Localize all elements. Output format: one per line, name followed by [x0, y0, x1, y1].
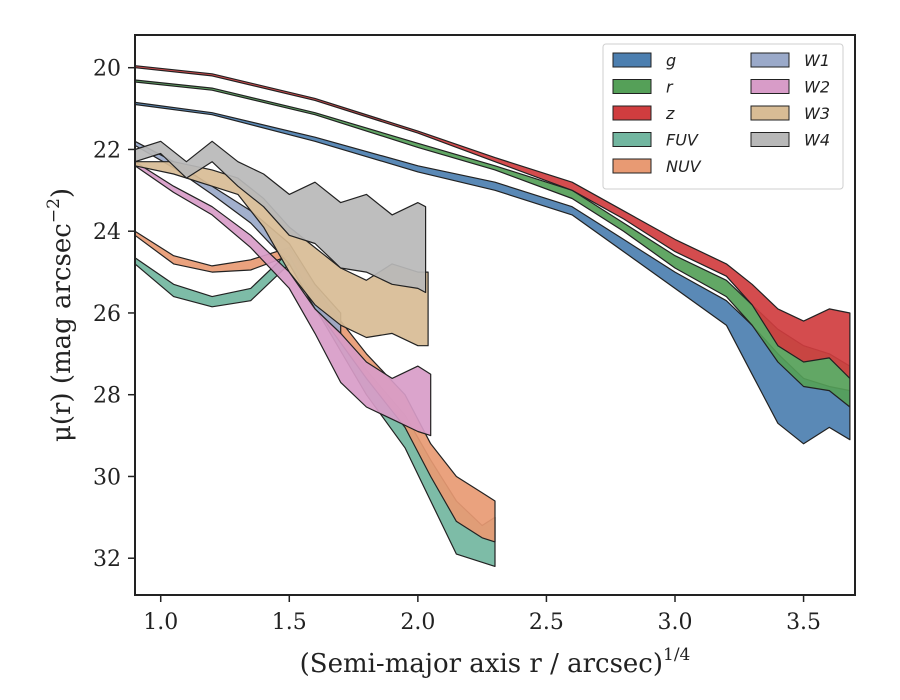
x-tick-label: 2.5 — [529, 610, 564, 635]
legend-swatch-r — [612, 79, 652, 94]
legend-label-w2: W2 — [804, 78, 830, 97]
x-tick-label: 3.5 — [786, 610, 821, 635]
legend-swatch-nuv — [612, 158, 652, 174]
legend-label-w1: W1 — [804, 51, 830, 70]
series-band-g — [134, 101, 851, 445]
legend-label-w3: W3 — [804, 104, 830, 123]
legend-label-z: z — [665, 104, 675, 123]
y-tick-label: 22 — [93, 138, 121, 163]
legend-label-nuv: NUV — [666, 157, 702, 176]
y-axis: 20 22 24 26 28 30 32 — [93, 57, 135, 572]
legend-swatch-w3 — [750, 105, 790, 121]
legend-label-g: g — [666, 51, 676, 70]
y-tick-label: 20 — [93, 57, 121, 82]
x-tick-label: 1.0 — [143, 610, 178, 635]
series-band-w2 — [134, 161, 432, 437]
series-band-r — [134, 79, 851, 408]
legend-swatch-w4 — [750, 132, 790, 147]
y-tick-label: 32 — [93, 547, 121, 572]
y-tick-label: 24 — [93, 220, 121, 245]
legend-label-w4: W4 — [804, 131, 830, 150]
legend-swatch-w1 — [750, 52, 790, 68]
y-axis-label: μ(r) (mag arcsec−2) — [44, 188, 77, 442]
legend-swatch-w2 — [750, 79, 790, 94]
legend-swatch-g — [612, 52, 652, 68]
legend-items: grz FUV NUV W1 W2 W3 W4 — [612, 51, 830, 176]
plot-frame — [134, 34, 856, 596]
legend-label-fuv: FUV — [666, 131, 699, 150]
x-tick-label: 1.5 — [272, 610, 307, 635]
y-tick-label: 26 — [93, 302, 121, 327]
x-tick-label: 3.0 — [658, 610, 693, 635]
legend: grz FUV NUV W1 W2 W3 W4 — [602, 43, 844, 190]
x-axis-label: (Semi-major axis r / arcsec)1/4 — [300, 645, 691, 679]
series-band-z — [134, 65, 851, 379]
series-band-w4 — [134, 140, 427, 294]
legend-swatch-fuv — [612, 132, 652, 147]
series-areas — [134, 65, 851, 568]
x-axis: 1.0 1.5 2.0 2.5 3.0 3.5 — [143, 595, 821, 635]
x-tick-label: 2.0 — [400, 610, 435, 635]
legend-swatch-z — [612, 105, 652, 121]
y-tick-label: 28 — [93, 384, 121, 409]
y-tick-label: 30 — [93, 465, 121, 490]
legend-label-r: r — [666, 78, 674, 97]
